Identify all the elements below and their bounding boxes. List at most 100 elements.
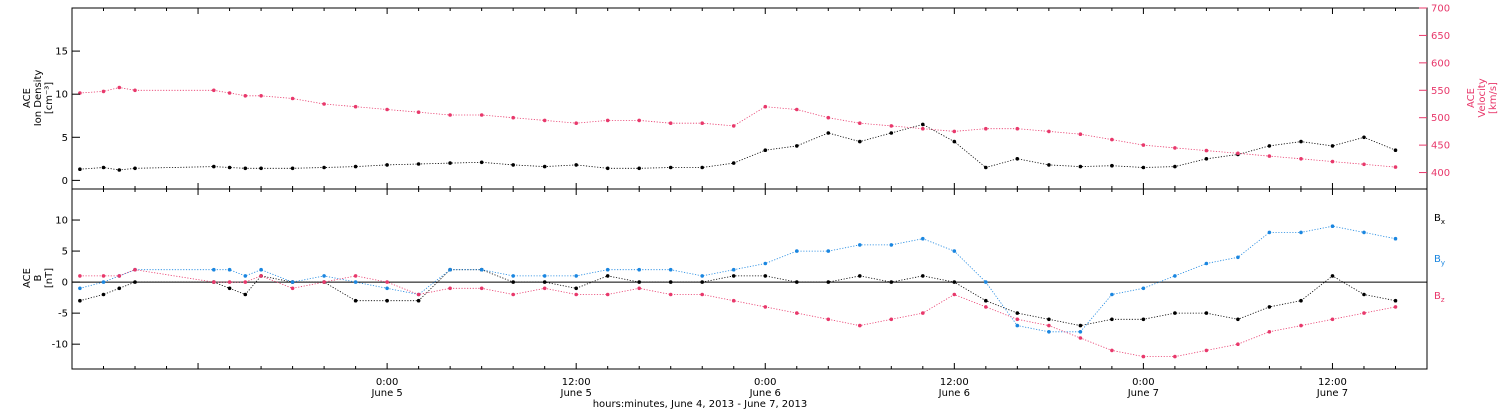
data-point: [1047, 330, 1051, 334]
data-point: [574, 121, 578, 125]
data-point: [795, 280, 799, 284]
data-point: [227, 165, 232, 170]
data-point: [1047, 163, 1051, 167]
data-point: [385, 298, 389, 303]
data-point: [763, 261, 768, 266]
top-panel-series: [78, 85, 1398, 172]
data-point: [1141, 354, 1146, 359]
data-point: [1015, 157, 1020, 161]
axis-label-line: [km/s]: [1488, 82, 1499, 114]
data-point: [984, 126, 988, 131]
data-point: [542, 164, 547, 169]
data-point: [763, 148, 768, 152]
axis-label-line: ACE: [22, 268, 33, 288]
data-point: [1173, 311, 1177, 315]
x-tick-date-label: June 6: [749, 388, 781, 399]
data-point: [889, 124, 894, 128]
data-point: [668, 267, 673, 272]
x-tick-date-label: June 7: [1316, 388, 1348, 399]
data-point: [227, 286, 232, 291]
data-point: [1236, 342, 1240, 347]
data-point: [243, 94, 248, 98]
data-point: [858, 323, 862, 328]
data-point: [1078, 336, 1083, 340]
data-point: [668, 280, 673, 284]
data-point: [133, 88, 137, 93]
data-point: [1330, 144, 1335, 148]
data-point: [1141, 165, 1146, 170]
x-tick-time-label: 12:00: [940, 377, 969, 388]
series-left: [78, 122, 1398, 172]
data-point: [78, 286, 82, 291]
data-point: [448, 113, 452, 117]
data-point: [290, 96, 295, 101]
data-point: [259, 267, 263, 272]
data-point: [322, 102, 326, 106]
data-point: [1141, 143, 1146, 147]
data-point: [479, 160, 484, 165]
y-tick-label: 10: [55, 90, 68, 101]
data-point: [212, 267, 216, 272]
data-point: [479, 286, 484, 291]
data-point: [858, 243, 862, 247]
data-point: [1236, 151, 1240, 156]
data-point: [227, 91, 232, 95]
data-point: [889, 317, 894, 322]
data-point: [290, 166, 295, 171]
data-point: [259, 274, 263, 278]
data-point: [700, 280, 704, 284]
data-point: [385, 107, 389, 112]
data-point: [826, 317, 831, 322]
data-point: [826, 115, 831, 120]
data-point: [1393, 148, 1398, 152]
data-point: [1362, 162, 1366, 167]
data-point: [731, 124, 736, 128]
x-tick-time-label: 12:00: [562, 377, 591, 388]
data-point: [921, 236, 925, 241]
data-point: [574, 163, 578, 167]
data-point: [1078, 323, 1083, 328]
time-axis-title: hours:minutes, June 4, 2013 - June 7, 20…: [593, 399, 808, 410]
data-point: [921, 122, 925, 127]
data-point: [243, 280, 248, 284]
data-point: [889, 280, 894, 284]
data-point: [921, 274, 925, 278]
data-point: [984, 298, 988, 303]
series-Bz: [78, 267, 1398, 359]
data-point: [479, 113, 484, 117]
data-point: [952, 139, 957, 144]
data-point: [1015, 317, 1020, 322]
y-tick-label: 0: [62, 278, 68, 289]
data-point: [1204, 311, 1209, 315]
axis-label-line: ACE: [1466, 88, 1477, 108]
axis-label-line: Velocity: [1477, 78, 1488, 117]
data-point: [101, 292, 106, 297]
data-point: [1267, 230, 1272, 235]
data-point: [763, 305, 768, 309]
data-point: [1110, 317, 1114, 322]
data-point: [243, 292, 248, 297]
y-tick-label: 450: [1431, 141, 1450, 152]
legend-item-by: By: [1434, 254, 1445, 267]
data-point: [353, 164, 358, 169]
data-point: [1393, 236, 1398, 241]
data-point: [795, 249, 799, 253]
data-point: [858, 139, 862, 144]
data-point: [1330, 224, 1335, 228]
bottom-panel-frame: [71, 188, 1428, 370]
data-point: [511, 274, 515, 278]
data-point: [668, 121, 673, 125]
data-point: [1173, 274, 1177, 278]
data-point: [448, 161, 452, 165]
data-point: [416, 292, 421, 297]
data-point: [479, 267, 484, 272]
data-point: [542, 286, 547, 291]
data-point: [385, 280, 389, 284]
data-point: [117, 274, 122, 278]
data-point: [952, 129, 957, 134]
data-point: [1362, 311, 1366, 315]
data-point: [542, 274, 547, 278]
data-point: [1173, 146, 1177, 150]
bottom-panel-series: [78, 224, 1398, 359]
